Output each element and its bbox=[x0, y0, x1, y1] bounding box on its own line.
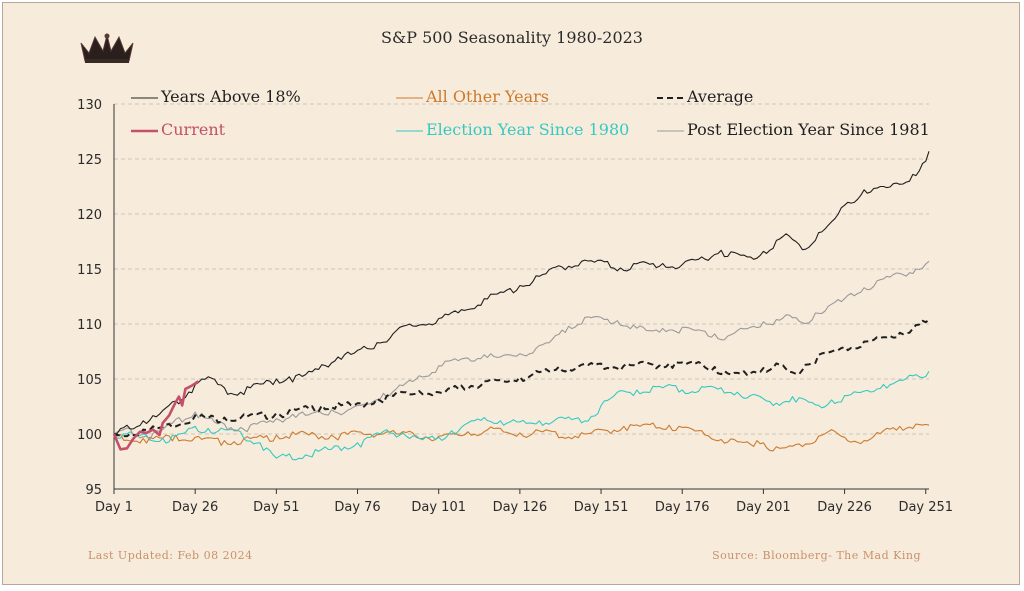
x-tick-label-51: Day 51 bbox=[253, 500, 299, 515]
series-line-election bbox=[113, 371, 930, 461]
series-line-average bbox=[113, 318, 930, 438]
legend-label-years-above: Years Above 18% bbox=[160, 87, 301, 106]
x-tick-label-201: Day 201 bbox=[736, 500, 791, 515]
y-tick-label-115: 115 bbox=[77, 263, 102, 278]
x-tick-label-251: Day 251 bbox=[898, 500, 953, 515]
chart: S&P 500 Seasonality 1980-2023 Day 1 Day 2… bbox=[77, 28, 953, 562]
x-tick-label-126: Day 126 bbox=[493, 500, 548, 515]
series-line-years-above bbox=[113, 151, 930, 435]
y-tick-label-100: 100 bbox=[77, 428, 102, 443]
x-tick-label-176: Day 176 bbox=[655, 500, 710, 515]
axes bbox=[113, 104, 929, 490]
plot-lines bbox=[112, 151, 930, 461]
legend-label-election: Election Year Since 1980 bbox=[426, 120, 629, 139]
series-line-post-election bbox=[113, 260, 930, 441]
legend-label-average: Average bbox=[686, 87, 753, 106]
chart-title: S&P 500 Seasonality 1980-2023 bbox=[381, 28, 643, 47]
legend: Years Above 18% All Other Years Average Cur… bbox=[131, 87, 930, 139]
y-tick-label-110: 110 bbox=[77, 318, 102, 333]
legend-label-current: Current bbox=[161, 120, 226, 139]
x-tick-label-101: Day 101 bbox=[411, 500, 466, 515]
y-tick-label-120: 120 bbox=[77, 208, 102, 223]
y-tick-label-125: 125 bbox=[77, 153, 102, 168]
series-line-current bbox=[112, 380, 200, 451]
grid bbox=[114, 103, 929, 435]
series-line-all-other bbox=[113, 422, 930, 452]
x-tick-label-1: Day 1 bbox=[95, 500, 133, 515]
source-label: Source: Bloomberg- The Mad King bbox=[712, 549, 921, 562]
y-tick-label-95: 95 bbox=[85, 483, 102, 498]
last-updated-label: Last Updated: Feb 08 2024 bbox=[88, 549, 253, 562]
y-tick-label-130: 130 bbox=[77, 98, 102, 113]
x-tick-label-226: Day 226 bbox=[817, 500, 872, 515]
x-tick-label-26: Day 26 bbox=[172, 500, 218, 515]
x-axis: Day 1 Day 26 Day 51 Day 76 Day 101 Day 126 Day… bbox=[95, 489, 953, 515]
x-tick-label-76: Day 76 bbox=[334, 500, 380, 515]
y-tick-label-105: 105 bbox=[77, 373, 102, 388]
x-tick-label-151: Day 151 bbox=[574, 500, 629, 515]
legend-label-all-other: All Other Years bbox=[425, 87, 549, 106]
y-axis: 95 100 105 110 115 120 125 130 bbox=[77, 98, 102, 498]
legend-label-post-election: Post Election Year Since 1981 bbox=[687, 120, 930, 139]
crown-icon bbox=[80, 33, 134, 63]
